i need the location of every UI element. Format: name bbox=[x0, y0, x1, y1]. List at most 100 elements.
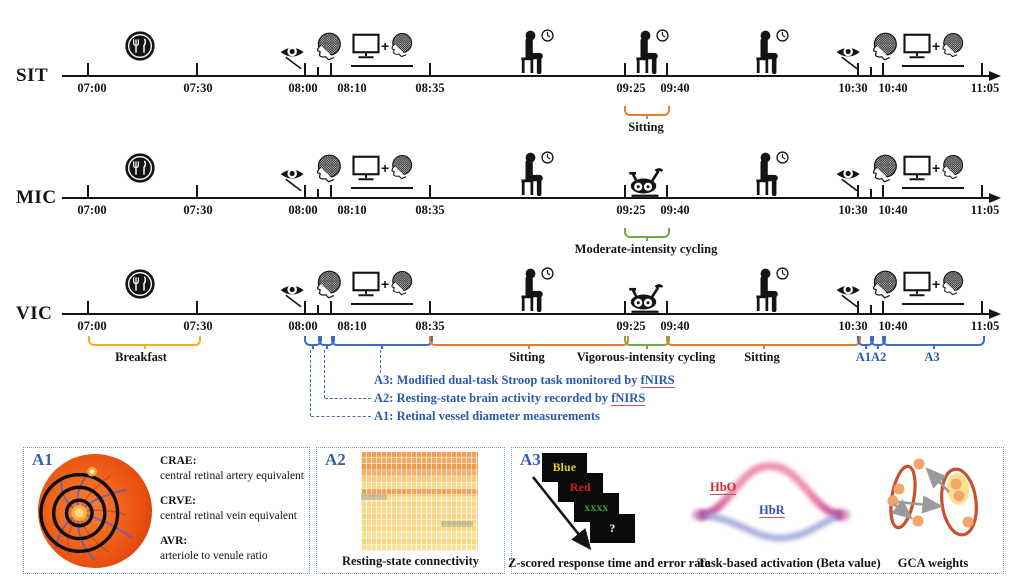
stroop-card-question: ? bbox=[590, 514, 635, 543]
brace-label-sitting-1: Sitting bbox=[509, 350, 545, 364]
fnirs-cap-head-icon bbox=[939, 153, 965, 183]
fnirs-cap-head-icon bbox=[313, 269, 343, 302]
term-crae: CRAE: central retinal artery equivalent bbox=[160, 454, 304, 484]
tick-label: 10:40 bbox=[878, 203, 908, 217]
tick-label: 11:05 bbox=[970, 319, 1000, 333]
connectivity-heatmap bbox=[361, 452, 478, 551]
tick-mark bbox=[429, 185, 431, 198]
tick-label: 09:25 bbox=[616, 319, 646, 333]
dashed-connector-a1-h bbox=[311, 416, 371, 417]
tick-label: 08:10 bbox=[337, 81, 367, 95]
tick-mark bbox=[624, 185, 626, 198]
dashed-connector-a1 bbox=[310, 350, 311, 416]
tick-mark bbox=[882, 301, 884, 314]
tick-mark bbox=[304, 185, 306, 198]
panel-a1: A1 bbox=[23, 447, 310, 574]
panel-a2-title: A2 bbox=[325, 450, 346, 469]
tick-mark bbox=[330, 185, 332, 198]
exercise-bike-icon bbox=[621, 281, 669, 314]
fnirs-cap-head-icon bbox=[869, 31, 899, 64]
plus-icon: + bbox=[932, 38, 941, 54]
tick-label: 08:35 bbox=[415, 319, 445, 333]
annotation-a1: A1: Retinal vessel diameter measurements bbox=[374, 409, 600, 424]
retinal-exam-eye-icon bbox=[835, 164, 869, 192]
task-underline bbox=[351, 65, 413, 67]
annotation-a2-text: A2: Resting-state brain activity recorde… bbox=[374, 391, 612, 405]
annotation-a3-text: A3: Modified dual-task Stroop task monit… bbox=[374, 373, 641, 387]
brace-sitting-2 bbox=[666, 336, 861, 349]
clock-icon bbox=[541, 151, 554, 164]
brace-label-moderate-cycling: Moderate-intensity cycling bbox=[574, 242, 718, 256]
brace-sitting-1 bbox=[429, 336, 629, 349]
tick-label: 10:30 bbox=[838, 81, 868, 95]
tick-mark bbox=[196, 185, 198, 198]
tick-mark bbox=[196, 301, 198, 314]
stroop-word: ? bbox=[609, 522, 616, 535]
tick-label: 08:00 bbox=[288, 203, 318, 217]
breakfast-plate-icon bbox=[124, 30, 156, 62]
tick-mark bbox=[882, 185, 884, 198]
brace-moderate-cycling bbox=[624, 228, 670, 241]
brace-vigorous-cycling bbox=[624, 336, 670, 349]
brace-a3-post bbox=[882, 336, 985, 349]
plus-icon: + bbox=[381, 160, 390, 176]
tick-label: 10:30 bbox=[838, 203, 868, 217]
fnirs-cap-head-icon bbox=[388, 269, 414, 299]
clock-icon bbox=[541, 267, 554, 280]
hbr-label: HbR bbox=[759, 503, 785, 518]
retinal-terms: CRAE: central retinal artery equivalent C… bbox=[160, 454, 304, 574]
tick-mark bbox=[624, 63, 626, 76]
retinal-fundus-image bbox=[37, 453, 153, 569]
annotation-a3-fnirs: fNIRS bbox=[640, 373, 675, 388]
plus-icon: + bbox=[381, 38, 390, 54]
fnirs-cap-head-icon bbox=[869, 269, 899, 302]
task-underline bbox=[351, 303, 413, 305]
computer-monitor-icon bbox=[351, 270, 381, 298]
tick-mark bbox=[330, 301, 332, 314]
tick-mark bbox=[981, 301, 983, 314]
tick-mark bbox=[317, 305, 319, 314]
panel-a3-title: A3 bbox=[520, 450, 541, 469]
stroop-word: Blue bbox=[552, 461, 577, 474]
retinal-exam-eye-icon bbox=[835, 280, 869, 308]
retinal-exam-eye-icon bbox=[279, 280, 313, 308]
breakfast-plate-icon bbox=[124, 152, 156, 184]
tick-mark bbox=[87, 63, 89, 76]
panel-a3-caption-stroop: Z-scored response time and error rate bbox=[508, 556, 711, 570]
tick-label: 11:05 bbox=[970, 81, 1000, 95]
computer-monitor-icon bbox=[902, 154, 932, 182]
tick-mark bbox=[304, 63, 306, 76]
task-underline bbox=[351, 187, 413, 189]
plus-icon: + bbox=[932, 276, 941, 292]
tick-mark bbox=[666, 63, 668, 76]
tick-label: 08:35 bbox=[415, 81, 445, 95]
tick-label: 07:00 bbox=[77, 319, 107, 333]
fnirs-cap-head-icon bbox=[939, 31, 965, 61]
clock-icon bbox=[776, 267, 789, 280]
exercise-bike-icon bbox=[621, 165, 669, 198]
stroop-sequence-arrow-icon bbox=[531, 476, 592, 551]
term-avr-full: arteriole to venule ratio bbox=[160, 549, 268, 562]
tick-mark bbox=[857, 301, 859, 314]
dashed-connector-a3 bbox=[380, 350, 381, 373]
tick-mark bbox=[857, 63, 859, 76]
tick-mark bbox=[624, 301, 626, 314]
tick-mark bbox=[882, 63, 884, 76]
tick-label: 07:30 bbox=[183, 203, 213, 217]
axis-arrowhead-icon bbox=[989, 70, 1001, 81]
panel-a3: A3 Blue Red xxxx ? Z-scored response tim… bbox=[508, 447, 1004, 574]
panel-a3-caption-activation: Task-based activation (Beta value) bbox=[697, 556, 881, 570]
tick-mark bbox=[87, 185, 89, 198]
brace-label-sitting: Sitting bbox=[628, 120, 664, 134]
clock-icon bbox=[776, 151, 789, 164]
brace-label-a1a2: A1A2 bbox=[855, 350, 887, 364]
term-avr-abbr: AVR: bbox=[160, 534, 188, 547]
task-underline bbox=[902, 303, 964, 305]
term-crae-full: central retinal artery equivalent bbox=[160, 469, 304, 482]
brace-label-vigorous-cycling: Vigorous-intensity cycling bbox=[576, 350, 716, 364]
tick-label: 09:40 bbox=[660, 203, 690, 217]
annotation-a1-text: A1: Retinal vessel diameter measurements bbox=[374, 409, 600, 423]
tick-mark bbox=[87, 301, 89, 314]
panel-a1-title: A1 bbox=[32, 450, 53, 469]
axis-arrowhead-icon bbox=[989, 308, 1001, 319]
